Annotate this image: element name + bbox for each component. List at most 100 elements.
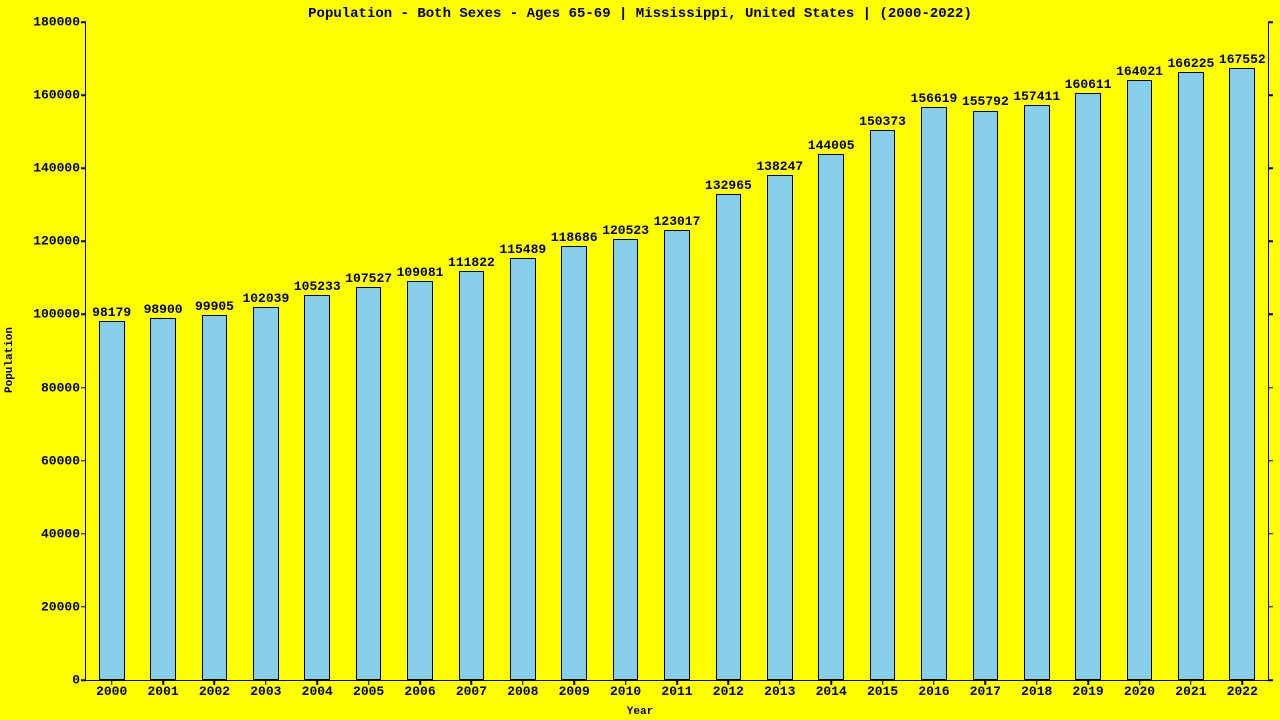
bar-value-label: 99905 bbox=[195, 299, 234, 314]
x-tick-label: 2005 bbox=[353, 680, 384, 699]
x-tick-label: 2009 bbox=[559, 680, 590, 699]
y-tick-label: 180000 bbox=[33, 15, 86, 30]
bar-value-label: 138247 bbox=[756, 159, 803, 174]
bar bbox=[304, 295, 330, 680]
bar bbox=[202, 315, 228, 680]
bar-value-label: 164021 bbox=[1116, 64, 1163, 79]
x-tick-label: 2006 bbox=[404, 680, 435, 699]
bar bbox=[1127, 80, 1153, 680]
x-tick-label: 2000 bbox=[96, 680, 127, 699]
x-tick-label: 2002 bbox=[199, 680, 230, 699]
bar-value-label: 109081 bbox=[397, 265, 444, 280]
x-tick-label: 2020 bbox=[1124, 680, 1155, 699]
bar-value-label: 166225 bbox=[1168, 56, 1215, 71]
y-axis-label: Population bbox=[4, 327, 16, 393]
y-tick-mark bbox=[81, 241, 86, 243]
bar bbox=[973, 111, 999, 681]
bar bbox=[253, 307, 279, 680]
bar bbox=[150, 318, 176, 680]
bar-value-label: 132965 bbox=[705, 178, 752, 193]
bar bbox=[1075, 93, 1101, 680]
bar bbox=[356, 287, 382, 680]
y-tick-mark bbox=[81, 314, 86, 316]
bar bbox=[1229, 68, 1255, 680]
bar-value-label: 111822 bbox=[448, 255, 495, 270]
y-tick-mark bbox=[81, 679, 86, 681]
bar bbox=[459, 271, 485, 680]
x-tick-label: 2015 bbox=[867, 680, 898, 699]
bar-value-label: 107527 bbox=[345, 271, 392, 286]
bar-value-label: 123017 bbox=[654, 214, 701, 229]
bar bbox=[613, 239, 639, 680]
bar-value-label: 150373 bbox=[859, 114, 906, 129]
y-tick-mark bbox=[1268, 460, 1273, 462]
y-tick-mark bbox=[81, 606, 86, 608]
bar-value-label: 98900 bbox=[144, 302, 183, 317]
y-tick-label: 160000 bbox=[33, 88, 86, 103]
bar-value-label: 102039 bbox=[242, 291, 289, 306]
bar-value-label: 156619 bbox=[911, 91, 958, 106]
y-tick-mark bbox=[81, 460, 86, 462]
bar bbox=[870, 130, 896, 680]
bar bbox=[1024, 105, 1050, 680]
bar bbox=[716, 194, 742, 680]
bar bbox=[664, 230, 690, 680]
bar-value-label: 98179 bbox=[92, 305, 131, 320]
bar bbox=[510, 258, 536, 680]
y-tick-label: 20000 bbox=[41, 599, 86, 614]
bar bbox=[1178, 72, 1204, 680]
y-tick-mark bbox=[1268, 606, 1273, 608]
x-tick-label: 2008 bbox=[507, 680, 538, 699]
x-tick-label: 2013 bbox=[764, 680, 795, 699]
bar-value-label: 167552 bbox=[1219, 52, 1266, 67]
y-tick-mark bbox=[1268, 241, 1273, 243]
y-tick-label: 100000 bbox=[33, 307, 86, 322]
y-tick-mark bbox=[1268, 533, 1273, 535]
x-tick-label: 2022 bbox=[1227, 680, 1258, 699]
x-tick-label: 2011 bbox=[661, 680, 692, 699]
bar-value-label: 157411 bbox=[1013, 89, 1060, 104]
y-tick-label: 60000 bbox=[41, 453, 86, 468]
bar bbox=[921, 107, 947, 680]
y-tick-label: 40000 bbox=[41, 526, 86, 541]
y-tick-mark bbox=[1268, 387, 1273, 389]
y-tick-mark bbox=[1268, 167, 1273, 169]
x-tick-label: 2016 bbox=[918, 680, 949, 699]
plot-area: 0200004000060000800001000001200001400001… bbox=[85, 22, 1269, 681]
x-tick-label: 2014 bbox=[816, 680, 847, 699]
y-tick-label: 120000 bbox=[33, 234, 86, 249]
x-tick-label: 2021 bbox=[1175, 680, 1206, 699]
y-tick-mark bbox=[81, 21, 86, 23]
chart-container: Population - Both Sexes - Ages 65-69 | M… bbox=[0, 0, 1280, 720]
y-tick-mark bbox=[1268, 314, 1273, 316]
bar bbox=[818, 154, 844, 680]
y-tick-mark bbox=[81, 94, 86, 96]
bar bbox=[407, 281, 433, 680]
x-tick-label: 2003 bbox=[250, 680, 281, 699]
x-tick-label: 2007 bbox=[456, 680, 487, 699]
y-tick-label: 80000 bbox=[41, 380, 86, 395]
x-tick-label: 2010 bbox=[610, 680, 641, 699]
bar-value-label: 105233 bbox=[294, 279, 341, 294]
bar-value-label: 115489 bbox=[499, 242, 546, 257]
bar bbox=[99, 321, 125, 680]
bar-value-label: 144005 bbox=[808, 138, 855, 153]
bar-value-label: 118686 bbox=[551, 230, 598, 245]
bar-value-label: 160611 bbox=[1065, 77, 1112, 92]
bar bbox=[561, 246, 587, 680]
x-tick-label: 2012 bbox=[713, 680, 744, 699]
x-tick-label: 2017 bbox=[970, 680, 1001, 699]
chart-title: Population - Both Sexes - Ages 65-69 | M… bbox=[0, 6, 1280, 22]
y-tick-mark bbox=[1268, 94, 1273, 96]
x-axis-label: Year bbox=[627, 706, 653, 718]
x-tick-label: 2018 bbox=[1021, 680, 1052, 699]
y-tick-mark bbox=[1268, 679, 1273, 681]
y-tick-label: 140000 bbox=[33, 161, 86, 176]
x-tick-label: 2004 bbox=[302, 680, 333, 699]
x-tick-label: 2019 bbox=[1073, 680, 1104, 699]
x-tick-label: 2001 bbox=[147, 680, 178, 699]
y-tick-mark bbox=[81, 167, 86, 169]
bar bbox=[767, 175, 793, 680]
y-tick-mark bbox=[1268, 21, 1273, 23]
bar-value-label: 155792 bbox=[962, 94, 1009, 109]
